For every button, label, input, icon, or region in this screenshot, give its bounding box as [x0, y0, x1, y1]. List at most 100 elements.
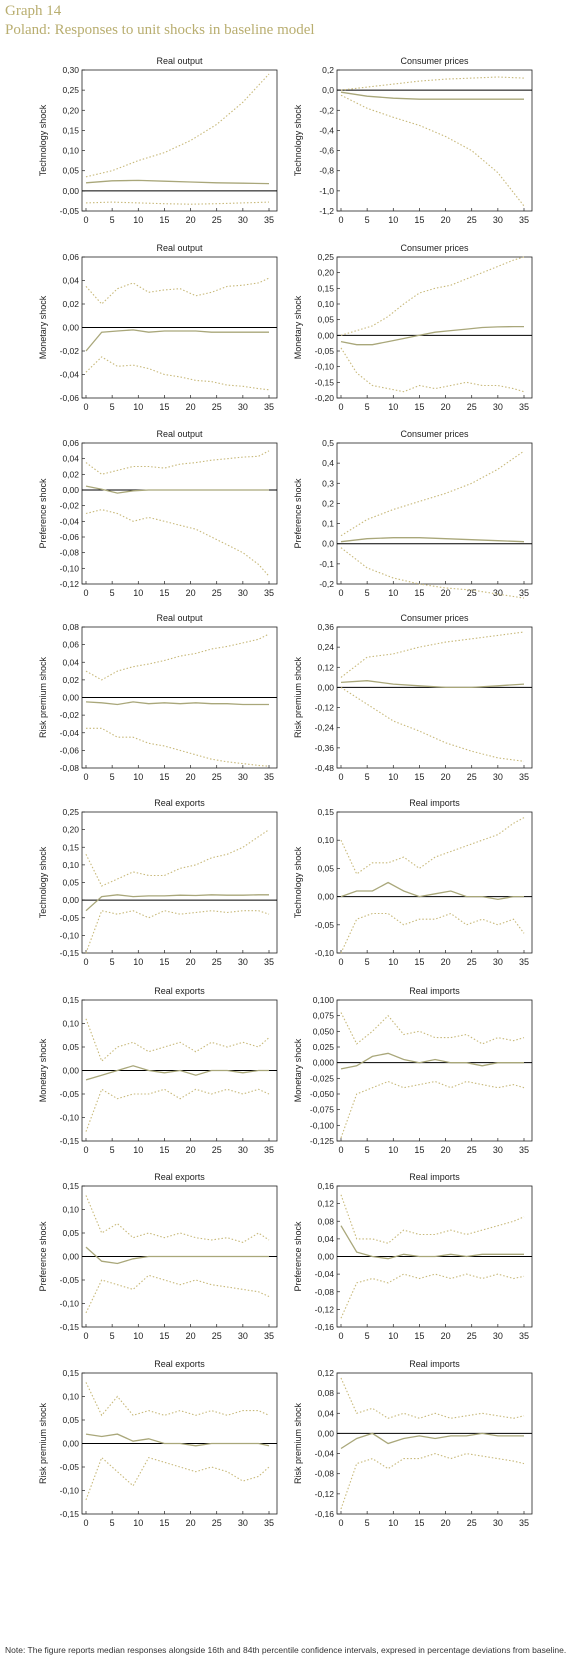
y-tick-label: -0,06	[60, 745, 80, 755]
x-tick-label: 35	[519, 215, 529, 225]
chart-panel: Real imports Technology shock 0,15 0,10 0,05…	[293, 798, 533, 967]
panel-title: Consumer prices	[400, 429, 469, 439]
panel-title: Real output	[156, 243, 203, 253]
x-tick-label: 10	[388, 772, 398, 782]
y-tick-label: -0,16	[315, 1322, 335, 1332]
plot-frame	[336, 811, 533, 954]
chart-panel: Real exports Risk premium shock 0,15 0,10 0,…	[38, 1359, 278, 1528]
x-tick-label: 15	[159, 1518, 169, 1528]
y-tick-label: -0,08	[315, 1469, 335, 1479]
y-tick-label: 0,0	[322, 85, 334, 95]
x-tick-label: 30	[238, 1331, 248, 1341]
y-tick-label: 0,16	[317, 1181, 334, 1191]
y-tick-label: 0,0	[322, 539, 334, 549]
median-series-line	[340, 881, 524, 901]
x-tick-label: 20	[186, 588, 196, 598]
y-tick-label: 0,2	[322, 65, 334, 75]
y-tick-label: 0,06	[62, 252, 79, 262]
y-tick-label: 0,02	[62, 675, 79, 685]
lower-band-line	[340, 347, 525, 393]
plot-frame	[336, 69, 533, 212]
x-tick-label: 10	[133, 1331, 143, 1341]
y-tick-label: -0,05	[315, 920, 335, 930]
x-tick-label: 0	[338, 1145, 343, 1155]
x-tick-label: 5	[365, 588, 370, 598]
y-tick-label: 0,10	[62, 1019, 79, 1029]
x-tick-label: 35	[519, 957, 529, 967]
lower-band-line	[86, 727, 270, 767]
y-tick-label: -0,2	[319, 579, 334, 589]
y-tick-label: 0,10	[62, 146, 79, 156]
y-axis-label: Preference shock	[293, 1221, 303, 1292]
upper-band-line	[340, 1012, 525, 1045]
x-tick-label: 30	[238, 772, 248, 782]
x-tick-label: 15	[159, 957, 169, 967]
x-tick-label: 15	[414, 402, 424, 412]
x-tick-label: 20	[441, 588, 451, 598]
upper-band-line	[340, 1377, 525, 1419]
y-tick-label: -0,15	[60, 1136, 80, 1146]
plot-frame	[336, 999, 533, 1142]
y-tick-label: 0,15	[62, 842, 79, 852]
x-tick-label: 30	[238, 1518, 248, 1528]
y-tick-label: 0,10	[317, 299, 334, 309]
x-tick-label: 10	[388, 588, 398, 598]
x-tick-label: 5	[365, 1145, 370, 1155]
x-tick-label: 30	[493, 402, 503, 412]
x-tick-label: 5	[110, 1331, 115, 1341]
x-tick-label: 25	[467, 1145, 477, 1155]
y-tick-label: 0,5	[322, 438, 334, 448]
y-tick-label: 0,00	[62, 1439, 79, 1449]
y-tick-label: 0,00	[317, 330, 334, 340]
y-tick-label: 0,05	[62, 878, 79, 888]
lower-band-line	[85, 910, 270, 954]
y-tick-label: 0,075	[313, 1011, 335, 1021]
x-tick-label: 25	[212, 402, 222, 412]
x-tick-label: 35	[519, 588, 529, 598]
x-tick-label: 20	[441, 1518, 451, 1528]
lower-band-line	[85, 1274, 270, 1314]
y-tick-label: -0,8	[319, 166, 334, 176]
y-tick-label: 0,10	[317, 835, 334, 845]
y-tick-label: -0,02	[60, 501, 80, 511]
x-tick-label: 10	[133, 215, 143, 225]
x-tick-label: 15	[414, 957, 424, 967]
upper-band-line	[340, 76, 525, 91]
panel-title: Consumer prices	[400, 243, 469, 253]
y-tick-label: -0,05	[60, 913, 80, 923]
y-tick-label: -0,10	[60, 1299, 80, 1309]
plot-frame	[81, 811, 278, 954]
x-tick-label: 30	[238, 1145, 248, 1155]
y-tick-label: 0,00	[317, 682, 334, 692]
panel-title: Real exports	[154, 1172, 205, 1182]
y-tick-label: -0,100	[310, 1120, 334, 1130]
y-tick-label: 0,00	[62, 895, 79, 905]
median-series-line	[340, 1225, 524, 1260]
x-tick-label: 15	[159, 772, 169, 782]
y-tick-label: 0,15	[317, 283, 334, 293]
x-tick-label: 15	[414, 1145, 424, 1155]
y-tick-label: 0,05	[62, 1042, 79, 1052]
y-tick-label: 0,050	[313, 1026, 335, 1036]
x-tick-label: 15	[159, 1145, 169, 1155]
chart-panel: Consumer prices Preference shock 0,5 0,4 0,3…	[293, 429, 533, 599]
y-tick-label: -0,050	[310, 1089, 334, 1099]
upper-band-line	[85, 277, 270, 305]
x-tick-label: 15	[414, 772, 424, 782]
y-tick-label: 0,04	[317, 1234, 334, 1244]
x-tick-label: 5	[365, 957, 370, 967]
x-tick-label: 15	[414, 215, 424, 225]
y-tick-label: -0,05	[60, 1089, 80, 1099]
y-axis-label: Risk premium shock	[293, 1402, 303, 1484]
chart-panel: Real imports Risk premium shock 0,12 0,08 0,…	[293, 1359, 533, 1528]
y-tick-label: -0,04	[60, 516, 80, 526]
y-tick-label: -0,20	[315, 393, 335, 403]
median-series-line	[85, 701, 269, 706]
panel-title: Real imports	[409, 986, 460, 996]
y-tick-label: -0,04	[60, 728, 80, 738]
lower-band-line	[340, 1453, 525, 1510]
y-tick-label: -0,04	[315, 1449, 335, 1459]
y-tick-label: -0,48	[315, 763, 335, 773]
x-tick-label: 5	[365, 1518, 370, 1528]
upper-band-line	[340, 450, 525, 537]
